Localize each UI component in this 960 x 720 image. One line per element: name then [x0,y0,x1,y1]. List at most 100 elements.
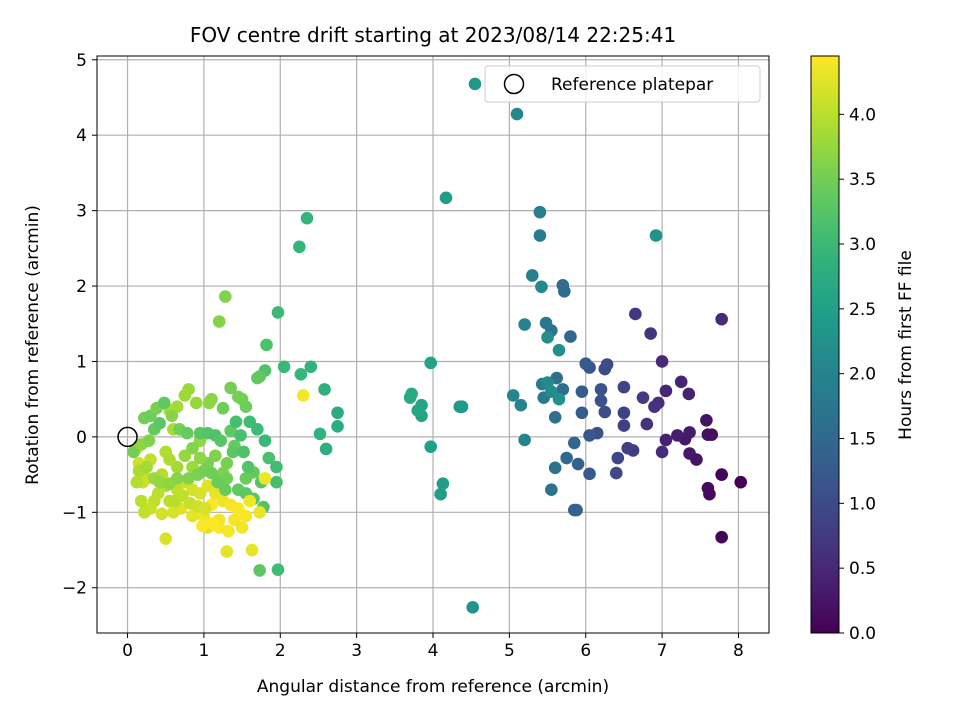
y-tick-label: 5 [76,51,87,71]
data-point [294,367,308,381]
data-point [439,191,453,205]
data-point [130,475,144,489]
y-tick-label: −1 [62,503,87,523]
legend: Reference platepar [484,65,761,103]
x-tick-label: 4 [428,641,439,661]
data-point [212,315,226,328]
data-point [271,306,285,319]
data-point [468,77,482,91]
data-point [617,406,631,420]
data-point [518,318,531,331]
x-tick-label: 1 [198,641,209,661]
data-point [594,383,608,396]
x-tick-label: 0 [122,641,133,661]
data-point [700,414,713,427]
x-axis-label: Angular distance from reference (arcmin) [257,677,609,697]
data-point [575,385,589,398]
data-point [234,429,247,442]
data-point [319,442,333,456]
data-point [518,433,531,447]
axes-layer: 0 1 2 3 4 5 6 7 8 −2 −1 0 1 2 3 4 5 [62,51,770,661]
data-point [636,391,650,404]
colorbar-tick-label: 2.5 [849,300,876,320]
data-point [186,509,199,523]
data-point [701,428,715,441]
data-point [617,380,631,394]
data-point [140,460,153,474]
data-point [270,475,283,489]
legend-box [484,65,761,103]
data-point [436,477,450,490]
data-point [510,107,524,121]
data-point [556,278,570,292]
data-point [239,472,253,485]
colorbar-tick-label: 1.5 [849,430,876,450]
data-point [552,392,566,406]
data-point [715,468,728,481]
chart-title: FOV centre drift starting at 2023/08/14 … [190,23,676,47]
data-point [525,269,539,282]
data-point [304,360,318,374]
data-point [579,357,593,371]
y-tick-label: 0 [76,428,87,448]
data-point [237,445,250,459]
data-point [258,472,272,485]
data-point [424,356,438,370]
data-point [434,487,447,501]
plot-frame [96,55,770,634]
data-point [218,290,232,303]
data-point [239,509,253,523]
data-point [155,507,169,521]
data-point [640,417,654,431]
data-point [594,394,608,407]
data-point [163,453,176,466]
y-tick-label: 2 [76,277,87,297]
data-point [313,427,327,441]
data-point [533,229,547,242]
data-point [277,360,291,374]
data-point [270,460,283,474]
data-point [567,503,581,517]
data-point [157,396,171,410]
data-point [216,401,230,415]
data-point [506,389,520,402]
data-point [583,429,596,442]
y-axis-label: Rotation from reference (arcmin) [23,205,43,485]
data-point [202,396,216,410]
data-point [170,472,184,485]
data-point [241,460,255,474]
data-point [206,517,220,530]
data-point [535,280,548,294]
data-point [541,331,554,344]
data-point [674,375,688,389]
data-point [260,338,273,352]
data-point [629,307,642,321]
data-point [611,451,625,465]
y-tick-label: 4 [76,126,87,146]
data-point [159,532,173,546]
data-point [153,475,166,489]
data-point [331,420,344,433]
data-point [293,240,306,254]
y-tick-label: 1 [76,352,87,372]
data-point [548,410,562,424]
data-point [134,494,148,508]
data-point [548,461,562,475]
data-point [178,449,192,463]
colorbar-label: Hours from first FF file [896,250,916,440]
data-point [300,211,314,225]
x-tick-label: 7 [657,641,668,661]
colorbar: 0.0 0.5 1.0 1.5 2.0 2.5 3.0 3.5 4.0 [810,55,876,644]
data-point [575,406,589,420]
data-point [583,467,596,481]
data-point [167,506,180,519]
data-point [196,519,209,533]
data-point [514,398,528,412]
data-point [142,434,156,447]
data-point [598,362,612,376]
data-point [251,423,264,436]
data-point [165,409,179,423]
data-point [226,445,240,459]
